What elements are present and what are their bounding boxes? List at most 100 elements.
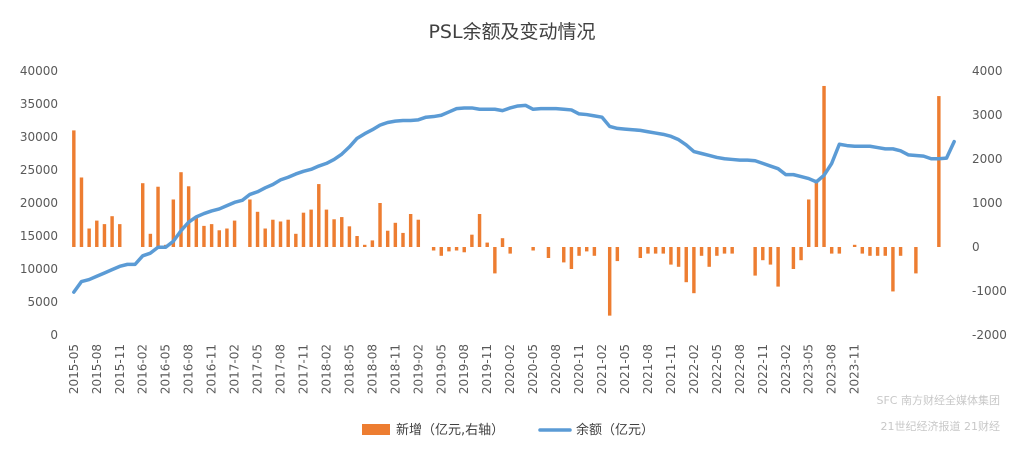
x-tick-label: 2023-05 — [802, 344, 816, 394]
bar-new — [493, 247, 497, 274]
bar-new — [669, 247, 673, 265]
bar-new — [531, 247, 535, 251]
left-tick-label: 40000 — [20, 64, 58, 78]
bar-new — [585, 247, 589, 252]
bar-new — [562, 247, 566, 263]
bar-new — [707, 247, 711, 267]
bar-new — [807, 199, 811, 247]
bar-new — [95, 220, 99, 247]
bar-new — [508, 247, 512, 254]
x-tick-label: 2019-05 — [434, 344, 448, 394]
bar-new — [699, 247, 704, 256]
bar-new — [110, 216, 114, 247]
left-tick-label: 15000 — [20, 229, 58, 243]
x-tick-label: 2015-08 — [90, 344, 104, 394]
x-tick-label: 2022-11 — [756, 344, 770, 394]
bar-new — [385, 230, 390, 247]
x-tick-label: 2021-08 — [641, 344, 655, 394]
x-tick-label: 2022-02 — [687, 344, 701, 394]
bar-new — [255, 211, 260, 247]
bar-new — [891, 247, 895, 292]
watermark: SFC 南方财经全媒体集团 21世纪经济报道 21财经 — [877, 393, 1001, 433]
x-tick-label: 2021-05 — [618, 344, 632, 394]
bar-new — [340, 217, 344, 247]
line-series-balance — [72, 103, 956, 294]
bar-new — [79, 177, 84, 247]
left-tick-label: 5000 — [27, 295, 58, 309]
watermark-line1: SFC 南方财经全媒体集团 — [877, 393, 1001, 407]
bar-new — [822, 85, 826, 248]
x-tick-label: 2021-11 — [664, 344, 678, 394]
chart-title: PSL余额及变动情况 — [428, 21, 595, 43]
right-tick-label: 1000 — [972, 196, 1003, 210]
bar-new — [324, 209, 329, 247]
right-tick-label: -1000 — [972, 284, 1007, 298]
bar-new — [225, 228, 229, 247]
bar-new — [363, 244, 367, 247]
bar-new — [431, 247, 436, 251]
bar-new — [141, 183, 145, 247]
left-axis-ticks: 0 5000 10000 15000 20000 25000 30000 35000 40000 — [20, 64, 58, 342]
bar-new — [646, 247, 650, 254]
bar-new — [684, 247, 688, 283]
left-tick-label: 25000 — [20, 163, 58, 177]
bar-new — [615, 247, 620, 262]
x-tick-label: 2016-02 — [136, 344, 150, 394]
x-tick-label: 2021-02 — [595, 344, 609, 394]
bar-new — [263, 228, 267, 247]
bar-new — [179, 172, 183, 247]
bar-new — [852, 244, 857, 247]
legend: 新增（亿元,右轴） 余额（亿元） — [362, 422, 654, 438]
bar-new — [332, 219, 336, 247]
legend-bar-swatch — [362, 424, 390, 435]
bar-new — [875, 247, 880, 256]
x-tick-label: 2022-08 — [733, 344, 747, 394]
bar-new — [401, 232, 405, 247]
bar-new — [286, 219, 290, 247]
bar-new — [500, 238, 505, 247]
bar-new — [309, 209, 313, 247]
bar-new — [194, 217, 199, 247]
bar-new — [676, 247, 681, 267]
bar-new — [202, 225, 206, 247]
bar-new — [730, 247, 734, 254]
x-tick-label: 2018-08 — [365, 344, 379, 394]
x-tick-label: 2019-02 — [411, 344, 425, 394]
right-tick-label: 0 — [972, 240, 980, 254]
x-tick-label: 2023-11 — [848, 344, 862, 394]
bar-new — [546, 247, 551, 258]
x-tick-label: 2015-05 — [67, 344, 81, 394]
bar-new — [370, 240, 375, 247]
x-tick-label: 2018-05 — [342, 344, 356, 394]
bar-new — [485, 242, 489, 247]
bar-new — [317, 184, 321, 247]
x-tick-label: 2016-05 — [159, 344, 173, 394]
bar-new — [799, 247, 803, 261]
bar-new — [761, 247, 765, 261]
x-tick-label: 2019-08 — [457, 344, 471, 394]
bar-new — [87, 228, 91, 247]
bar-new — [416, 219, 421, 247]
bar-new — [829, 247, 834, 254]
bar-new — [248, 199, 252, 247]
legend-line-label: 余额（亿元） — [576, 422, 654, 438]
x-axis-ticks: 2015-05 2015-08 2015-11 2016-02 2016-05 2016-… — [67, 344, 862, 394]
bar-new — [592, 247, 597, 256]
x-tick-label: 2017-08 — [274, 344, 288, 394]
bar-new — [462, 247, 466, 253]
bar-new — [347, 226, 352, 247]
bar-new — [715, 247, 719, 256]
bar-new — [653, 247, 658, 254]
bar-new — [661, 247, 665, 254]
right-tick-label: -2000 — [972, 328, 1007, 342]
x-tick-label: 2020-02 — [503, 344, 517, 394]
left-tick-label: 20000 — [20, 196, 58, 210]
right-tick-label: 4000 — [972, 64, 1003, 78]
bar-new — [768, 247, 773, 265]
bar-new — [271, 219, 275, 247]
bar-new — [171, 199, 176, 247]
bar-new — [868, 247, 872, 256]
bar-new — [102, 224, 107, 247]
bar-new — [439, 247, 443, 256]
